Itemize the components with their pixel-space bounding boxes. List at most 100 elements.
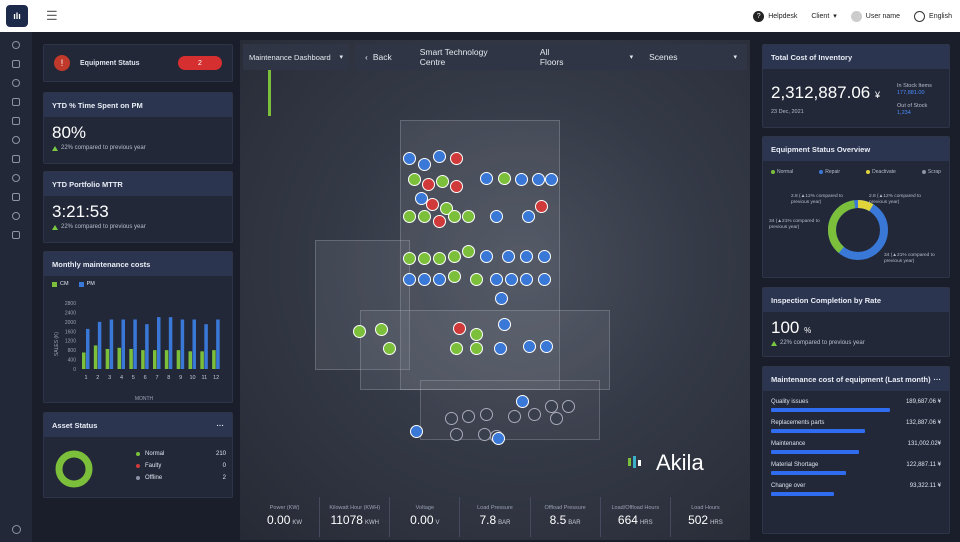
building-3d-view[interactable]: Akila: [240, 40, 750, 540]
floors-dropdown[interactable]: All Floors ▾: [540, 47, 633, 67]
map-pin-icon[interactable]: [433, 252, 446, 265]
map-pin-icon[interactable]: [470, 273, 483, 286]
map-pin-icon[interactable]: [448, 250, 461, 263]
map-pin-icon[interactable]: [418, 252, 431, 265]
map-pin-icon[interactable]: [410, 425, 423, 438]
sidebar-warning-icon[interactable]: [12, 193, 20, 201]
map-pin-icon[interactable]: [418, 273, 431, 286]
sidebar-check-icon[interactable]: [12, 79, 20, 87]
sidebar-grid-icon[interactable]: [12, 231, 20, 239]
menu-icon[interactable]: ☰: [46, 8, 58, 23]
map-pin-icon[interactable]: [470, 342, 483, 355]
map-pin-icon[interactable]: [353, 325, 366, 338]
more-icon[interactable]: ···: [933, 374, 942, 384]
map-pin-icon[interactable]: [532, 173, 545, 186]
user-menu[interactable]: User name: [850, 10, 900, 22]
map-pin-icon[interactable]: [433, 150, 446, 163]
cost-label: Change over: [771, 483, 806, 489]
map-pin-icon[interactable]: [480, 408, 493, 421]
more-icon[interactable]: ···: [216, 420, 225, 430]
scenes-dropdown[interactable]: Scenes ▾: [649, 52, 737, 62]
cost-value: 122,887.11 ¥: [906, 462, 941, 468]
map-pin-icon[interactable]: [418, 158, 431, 171]
map-pin-icon[interactable]: [538, 250, 551, 263]
sidebar-list-icon[interactable]: [12, 117, 20, 125]
map-pin-icon[interactable]: [522, 210, 535, 223]
map-pin-icon[interactable]: [535, 200, 548, 213]
map-pin-icon[interactable]: [453, 322, 466, 335]
map-pin-icon[interactable]: [462, 245, 475, 258]
sidebar-location-icon[interactable]: [12, 136, 20, 144]
legend-dot-icon: [921, 170, 926, 174]
ytd-mttr-value: 3:21:53: [52, 202, 109, 221]
map-pin-icon[interactable]: [520, 273, 533, 286]
map-pin-icon[interactable]: [508, 410, 521, 423]
map-pin-icon[interactable]: [448, 270, 461, 283]
map-pin-icon[interactable]: [403, 252, 416, 265]
map-pin-icon[interactable]: [515, 173, 528, 186]
map-pin-icon[interactable]: [502, 250, 515, 263]
y-tick-label: 2800: [65, 301, 76, 307]
map-pin-icon[interactable]: [492, 432, 505, 445]
inspection-value: 100: [771, 318, 800, 337]
map-pin-icon[interactable]: [494, 342, 507, 355]
map-pin-icon[interactable]: [545, 173, 558, 186]
map-pin-icon[interactable]: [480, 172, 493, 185]
sidebar-home-icon[interactable]: [12, 60, 20, 68]
map-pin-icon[interactable]: [433, 215, 446, 228]
map-pin-icon[interactable]: [462, 410, 475, 423]
asset-donut-ring: [55, 450, 93, 488]
map-pin-icon[interactable]: [375, 323, 388, 336]
map-pin-icon[interactable]: [450, 428, 463, 441]
map-pin-icon[interactable]: [422, 178, 435, 191]
chevron-down-icon: ▾: [629, 54, 634, 61]
map-pin-icon[interactable]: [538, 273, 551, 286]
map-pin-icon[interactable]: [445, 412, 458, 425]
map-pin-icon[interactable]: [520, 250, 533, 263]
map-pin-icon[interactable]: [436, 175, 449, 188]
map-pin-icon[interactable]: [490, 273, 503, 286]
sidebar-building-icon[interactable]: [12, 155, 20, 163]
metric-value: 8.5: [549, 513, 567, 527]
sidebar-settings-icon[interactable]: [11, 525, 21, 534]
list-item: Offline 2: [136, 475, 226, 481]
map-pin-icon[interactable]: [450, 180, 463, 193]
map-pin-icon[interactable]: [480, 250, 493, 263]
map-pin-icon[interactable]: [505, 273, 518, 286]
map-pin-icon[interactable]: [418, 210, 431, 223]
sidebar-people-icon[interactable]: [12, 174, 20, 182]
map-pin-icon[interactable]: [550, 412, 563, 425]
map-pin-icon[interactable]: [426, 198, 439, 211]
map-pin-icon[interactable]: [516, 395, 529, 408]
dashboard-dropdown[interactable]: Maintenance Dashboard ▾: [243, 44, 349, 70]
back-button[interactable]: ‹ Back: [365, 52, 392, 62]
language-selector[interactable]: English: [914, 10, 952, 22]
helpdesk-button[interactable]: ? Helpdesk: [753, 10, 797, 22]
sidebar-bulb-icon[interactable]: [12, 212, 20, 220]
map-pin-icon[interactable]: [562, 400, 575, 413]
map-pin-icon[interactable]: [462, 210, 475, 223]
map-pin-icon[interactable]: [490, 210, 503, 223]
map-pin-icon[interactable]: [528, 408, 541, 421]
map-pin-icon[interactable]: [433, 273, 446, 286]
client-dropdown[interactable]: Client ▾: [811, 12, 836, 21]
equipment-status-panel[interactable]: ! Equipment Status 2: [43, 44, 233, 82]
map-pin-icon[interactable]: [540, 340, 553, 353]
map-pin-icon[interactable]: [403, 210, 416, 223]
map-pin-icon[interactable]: [478, 428, 491, 441]
map-pin-icon[interactable]: [450, 342, 463, 355]
app-logo[interactable]: ılı: [6, 5, 28, 27]
sidebar-document-icon[interactable]: [12, 98, 20, 106]
map-pin-icon[interactable]: [450, 152, 463, 165]
map-pin-icon[interactable]: [448, 210, 461, 223]
map-pin-icon[interactable]: [403, 152, 416, 165]
map-pin-icon[interactable]: [523, 340, 536, 353]
map-pin-icon[interactable]: [403, 273, 416, 286]
map-pin-icon[interactable]: [498, 172, 511, 185]
map-pin-icon[interactable]: [408, 173, 421, 186]
sidebar-globe-icon[interactable]: [12, 41, 20, 49]
map-pin-icon[interactable]: [498, 318, 511, 331]
map-pin-icon[interactable]: [470, 328, 483, 341]
map-pin-icon[interactable]: [383, 342, 396, 355]
map-pin-icon[interactable]: [495, 292, 508, 305]
